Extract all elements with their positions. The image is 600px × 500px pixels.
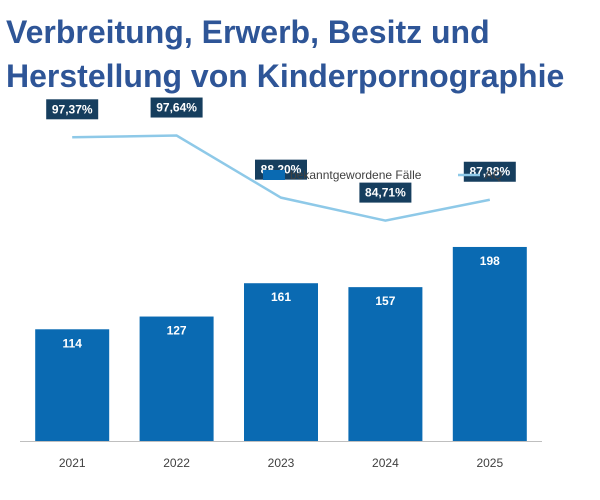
chart-title: Verbreitung, Erwerb, Besitz und Herstell… <box>6 10 596 98</box>
legend-label-bars: bekanntgewordene Fälle <box>290 168 422 182</box>
aq-value-label-2021: 97,37% <box>52 102 93 116</box>
x-tick-label-2023: 2023 <box>268 456 295 470</box>
x-tick-label-2022: 2022 <box>163 456 190 470</box>
legend-label-line: AQ <box>485 168 502 182</box>
aq-label-box-2022 <box>150 97 203 118</box>
x-tick-label-2021: 2021 <box>59 456 86 470</box>
bar-2022 <box>139 316 214 441</box>
bar-2024 <box>348 287 423 441</box>
x-tick-label-2025: 2025 <box>476 456 503 470</box>
bar-value-label-2022: 127 <box>167 324 187 338</box>
bar-value-label-2025: 198 <box>480 254 500 268</box>
bar-value-label-2021: 114 <box>63 336 83 350</box>
bar-value-label-2023: 161 <box>271 290 291 304</box>
x-tick-label-2024: 2024 <box>372 456 399 470</box>
aq-value-label-2024: 84,71% <box>365 186 406 200</box>
chart-title-line-1: Verbreitung, Erwerb, Besitz und <box>6 14 490 50</box>
aq-value-label-2022: 97,64% <box>156 101 197 115</box>
chart-title-line-2: Herstellung von Kinderpornographie <box>6 58 565 94</box>
aq-label-box-2024 <box>359 182 412 203</box>
aq-label-box-2025 <box>463 161 516 182</box>
legend-swatch-bars <box>263 170 285 180</box>
bar-value-label-2024: 157 <box>375 294 395 308</box>
bar-2025 <box>452 246 527 441</box>
bar-2021 <box>35 329 110 441</box>
aq-line <box>72 134 491 222</box>
aq-label-box-2021 <box>46 99 99 120</box>
bar-2023 <box>244 283 318 441</box>
